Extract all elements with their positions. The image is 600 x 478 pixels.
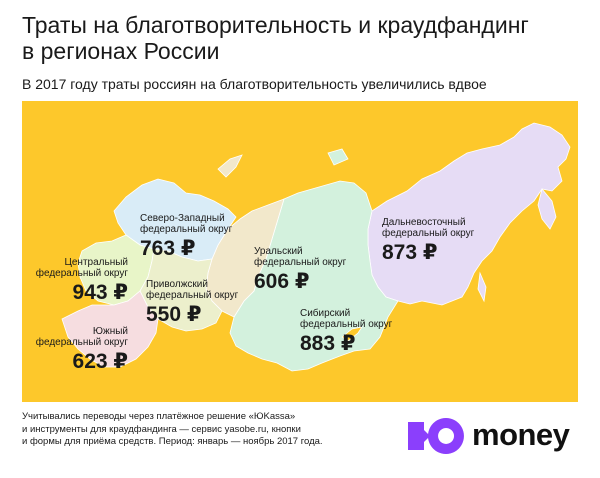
region-name-line: Уральский xyxy=(254,246,303,257)
region-shape-sakhalin xyxy=(477,271,487,303)
region-shape-severnaya-zemlya xyxy=(327,148,349,166)
footnote-line: и формы для приёма средств. Период: янва… xyxy=(22,436,323,447)
region-name-line: федеральный округ xyxy=(140,224,233,235)
region-value: 623 ₽ xyxy=(72,350,128,373)
region-value: 943 ₽ xyxy=(72,281,128,304)
logo-text: money xyxy=(472,417,570,452)
region-label-siberia: Сибирский федеральный округ 883 ₽ xyxy=(300,308,392,356)
yoomoney-logo-icon xyxy=(408,418,464,454)
region-name-line: федеральный округ xyxy=(300,319,393,330)
region-value: 883 ₽ xyxy=(300,332,356,355)
lake-baikal xyxy=(341,326,363,342)
region-name-line: Северо-Западный xyxy=(140,213,225,224)
title-line-2: в регионах России xyxy=(22,38,220,64)
region-name-line: федеральный округ xyxy=(146,290,239,301)
region-name-line: Приволжский xyxy=(146,279,208,290)
title-line-1: Траты на благотворительность и краудфанд… xyxy=(22,12,529,38)
region-shape-kamchatka xyxy=(537,188,557,230)
page-title: Траты на благотворительность и краудфанд… xyxy=(22,12,582,64)
region-name-line: Сибирский xyxy=(300,308,351,319)
region-shape-south xyxy=(61,290,159,368)
region-shape-fareast xyxy=(367,122,571,306)
region-name-line: федеральный округ xyxy=(35,337,128,348)
region-label-volga: Приволжский федеральный округ 550 ₽ xyxy=(146,279,238,327)
region-label-northwest: Северо-Западный федеральный округ 763 ₽ xyxy=(140,213,232,261)
region-value: 763 ₽ xyxy=(140,237,196,260)
region-label-south: Южный федеральный округ 623 ₽ xyxy=(30,326,128,374)
region-label-ural: Уральский федеральный округ 606 ₽ xyxy=(254,246,346,294)
region-value: 550 ₽ xyxy=(146,303,202,326)
region-label-fareast: Дальневосточный федеральный округ 873 ₽ xyxy=(382,217,474,265)
region-name-line: Центральный xyxy=(64,257,128,268)
russia-map-shapes xyxy=(61,122,571,372)
yoomoney-logo: money xyxy=(408,416,583,456)
russia-map: Северо-Западный федеральный округ 763 ₽ … xyxy=(22,101,578,402)
region-name-line: федеральный округ xyxy=(254,257,347,268)
region-name-line: Южный xyxy=(92,326,128,337)
region-shape-novaya-zemlya xyxy=(217,154,243,178)
page-subtitle: В 2017 году траты россиян на благотворит… xyxy=(22,76,487,92)
region-name-line: федеральный округ xyxy=(382,228,475,239)
region-value: 873 ₽ xyxy=(382,241,438,264)
region-value: 606 ₽ xyxy=(254,270,310,293)
footnote-line: Учитывались переводы через платёжное реш… xyxy=(22,411,296,422)
footnote: Учитывались переводы через платёжное реш… xyxy=(22,411,362,449)
footnote-line: и инструменты для краудфандинга — сервис… xyxy=(22,423,301,435)
region-name-line: Дальневосточный xyxy=(382,217,466,228)
region-label-central: Центральный федеральный округ 943 ₽ xyxy=(30,257,128,305)
region-name-line: федеральный округ xyxy=(35,268,128,279)
